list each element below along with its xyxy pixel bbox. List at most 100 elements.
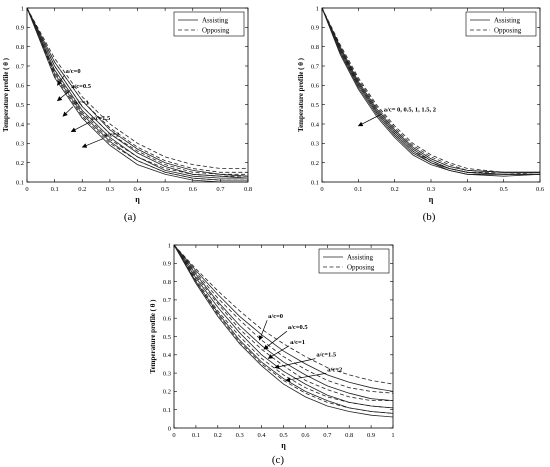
series-line-solid (321, 7, 540, 175)
x-tick-label: 1 (391, 432, 394, 439)
y-tick-label: 0.1 (311, 179, 319, 186)
x-tick-label: 0.1 (192, 432, 200, 439)
panels-layer: 0 0.1 0.2 0.3 0.4 0.5 0.6 0.7 0.80.10.20.30.40.5… (2, 5, 545, 450)
x-tick-label: 0.5 (500, 186, 508, 193)
y-tick-label: 0.6 (16, 83, 25, 90)
series-line-solid (173, 244, 394, 418)
annotation-arrow (62, 106, 74, 117)
x-tick-label: 0.7 (216, 186, 225, 193)
annotation-label: a/c=2 (104, 132, 119, 139)
annotation-arrow (357, 113, 383, 127)
x-tick-label: 0.9 (367, 432, 375, 439)
x-tick-label: 0.2 (214, 432, 222, 439)
y-tick-label: 0.1 (163, 407, 171, 414)
caption-b: (b) (423, 211, 436, 223)
annotation-label: a/c=0 (268, 313, 283, 320)
panel-c: 0 0.1 0.2 0.3 0.4 0.5 0.6 0.7 0.8 0.9 1 0 0.1 0.2 0.3 0… (149, 242, 395, 450)
series-line-dashed (173, 244, 394, 414)
annotation-label: a/c=1.5 (91, 115, 112, 122)
legend-box (318, 248, 390, 274)
y-tick-label: 0.3 (311, 141, 319, 148)
x-tick-label: 0.3 (106, 186, 114, 193)
y-tick-label: 0.4 (16, 121, 25, 128)
series-line-dashed (173, 244, 394, 385)
x-tick-label: 0 (172, 432, 175, 439)
y-axis-label: Temperature profile ( θ ) (149, 299, 157, 374)
legend-label: Opposing (347, 264, 375, 272)
series-line-dashed (321, 7, 540, 173)
y-tick-label: 0.2 (163, 389, 171, 396)
legend-box (173, 11, 245, 37)
x-tick-label: 0.1 (51, 186, 59, 193)
y-tick-label: 0.1 (16, 179, 24, 186)
y-tick-label: 0.9 (311, 25, 319, 32)
x-tick-label: 0.5 (161, 186, 169, 193)
annotation-arrow (81, 138, 104, 148)
y-tick-label: 0.2 (311, 160, 319, 167)
y-tick-label: 0.4 (311, 121, 320, 128)
y-tick-label: 0.5 (16, 102, 24, 109)
legend-box (465, 11, 537, 37)
x-tick-label: 0.8 (244, 186, 252, 193)
x-tick-label: 0.4 (258, 432, 267, 439)
y-tick-label: 0.5 (163, 334, 171, 341)
caption-a: (a) (124, 211, 137, 223)
y-tick-label: 1 (168, 242, 171, 249)
y-axis-label: Temperature profile ( θ ) (2, 57, 10, 132)
series-line-solid (173, 244, 394, 392)
annotation-arrow (267, 345, 290, 359)
x-tick-label: 0.1 (354, 186, 362, 193)
y-tick-label: 0.8 (163, 279, 171, 286)
legend-label: Opposing (494, 27, 522, 35)
legend-label: Assisting (494, 17, 521, 25)
x-tick-label: 0.8 (345, 432, 353, 439)
series-line-dashed (173, 244, 394, 409)
x-tick-label: 0.3 (236, 432, 244, 439)
series-line-solid (26, 7, 249, 177)
y-tick-label: 0.6 (163, 316, 172, 323)
x-tick-label: 0.7 (323, 432, 332, 439)
y-tick-label: 0.4 (163, 352, 172, 359)
x-tick-label: 0.2 (78, 186, 86, 193)
annotation-arrow (70, 121, 90, 133)
annotation-arrow (258, 320, 268, 341)
y-tick-label: 0.8 (311, 44, 319, 51)
x-tick-label: 0.5 (279, 432, 287, 439)
y-axis-label: Temperature profile ( θ ) (297, 57, 305, 132)
annotation-arrow (57, 89, 71, 102)
annotation-label: a/c=0.5 (288, 324, 309, 331)
annotation-arrow (57, 74, 65, 86)
y-tick-label: 0.9 (16, 25, 24, 32)
y-tick-label: 0.5 (311, 102, 319, 109)
y-tick-label: 0.9 (163, 261, 171, 268)
y-tick-label: 0.7 (16, 63, 25, 70)
caption-c: (c) (272, 454, 285, 466)
annotation-label: a/c=2 (327, 366, 342, 373)
series-line-dashed (321, 7, 541, 175)
x-tick-label: 0.6 (301, 432, 310, 439)
x-tick-label: 0.3 (427, 186, 435, 193)
panel-b: 0 0.1 0.2 0.3 0.4 0.5 0.60.10.20.30.40.50.60.7… (297, 5, 545, 204)
series-line-dashed (173, 244, 394, 394)
series-line-dashed (26, 7, 248, 169)
legend-label: Opposing (202, 27, 230, 35)
series-line-solid (26, 7, 248, 183)
y-tick-label: 1 (316, 5, 319, 12)
x-tick-label: 0.4 (133, 186, 142, 193)
annotation-arrow (274, 358, 316, 370)
x-tick-label: 0 (320, 186, 323, 193)
panel-a: 0 0.1 0.2 0.3 0.4 0.5 0.6 0.7 0.80.10.20.30.40.5… (2, 5, 252, 204)
x-axis-label: η (281, 441, 286, 450)
y-tick-label: 0.6 (311, 83, 320, 90)
y-tick-label: 0.3 (16, 141, 24, 148)
annotation-label: a/c=1.5 (316, 352, 337, 359)
annotation-label: a/c=0.5 (71, 83, 92, 90)
y-tick-label: 0.2 (16, 160, 24, 167)
legend-label: Assisting (202, 17, 229, 25)
y-tick-label: 0.7 (311, 63, 320, 70)
y-tick-label: 0 (168, 425, 171, 432)
y-tick-label: 1 (21, 5, 24, 12)
annotation-label: a/c=1 (290, 339, 305, 346)
x-tick-label: 0.6 (189, 186, 198, 193)
